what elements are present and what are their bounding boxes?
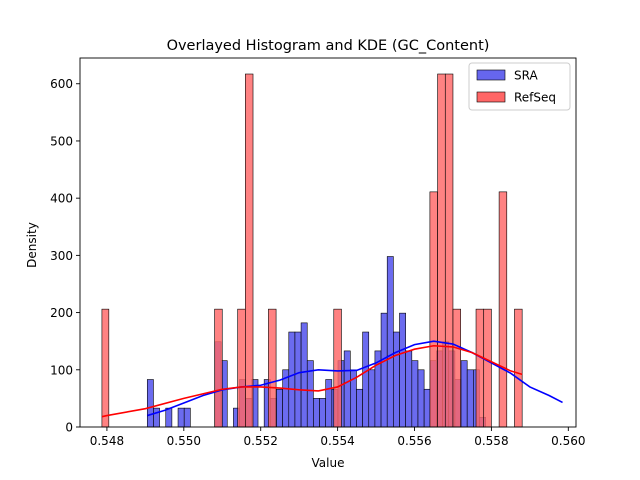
sra-bar xyxy=(460,360,468,428)
x-tick-label: 0.556 xyxy=(397,434,431,448)
sra-kde-line xyxy=(147,340,563,417)
sra-bar xyxy=(313,398,320,428)
sra-bar xyxy=(380,312,388,428)
y-tick-label: 600 xyxy=(50,77,73,91)
legend: SRA RefSeq xyxy=(468,62,571,111)
sra-bar xyxy=(319,398,326,428)
sra-bar xyxy=(325,379,333,428)
x-tick-label: 0.558 xyxy=(474,434,508,448)
x-tick-label: 0.550 xyxy=(167,434,201,448)
refseq-kde-line xyxy=(101,344,523,418)
sra-bar xyxy=(411,360,419,428)
refseq-bar xyxy=(444,73,454,428)
refseq-bar xyxy=(268,308,277,428)
sra-bar xyxy=(177,407,185,428)
sra-bar xyxy=(405,350,413,428)
refseq-bar xyxy=(429,191,438,428)
refseq-bar xyxy=(452,308,461,428)
sra-bar xyxy=(399,312,406,428)
sra-bar xyxy=(386,256,394,428)
refseq-bar xyxy=(483,308,492,428)
sra-bar xyxy=(356,388,363,428)
sra-bar xyxy=(146,379,154,428)
x-tick-label: 0.552 xyxy=(244,434,278,448)
refseq-bar xyxy=(237,308,246,428)
legend-swatch-refseq xyxy=(476,91,506,103)
chart-title: Overlayed Histogram and KDE (GC_Content) xyxy=(167,38,490,54)
legend-label-sra: SRA xyxy=(514,69,538,83)
sra-bar xyxy=(165,407,173,428)
refseq-bar xyxy=(101,308,110,428)
refseq-bar xyxy=(333,308,342,428)
sra-bar xyxy=(368,369,376,428)
sra-bar xyxy=(362,331,370,428)
y-axis-title: Density xyxy=(25,222,39,268)
y-tick-label: 400 xyxy=(50,192,73,206)
axes-frame xyxy=(79,57,577,428)
legend-swatch-sra xyxy=(476,69,506,81)
sra-bar xyxy=(153,407,160,428)
x-tick-label: 0.548 xyxy=(90,434,124,448)
refseq-bar xyxy=(498,191,508,428)
y-tick-label: 100 xyxy=(50,363,73,377)
x-tick-label: 0.560 xyxy=(551,434,585,448)
sra-bar xyxy=(294,331,302,428)
refseq-bar xyxy=(437,73,446,428)
refseq-bar xyxy=(514,308,523,428)
plot-area xyxy=(79,57,577,428)
sra-bar xyxy=(466,369,474,428)
x-axis: 0.548 0.550 0.552 0.554 0.556 0.558 0.560 xyxy=(90,427,585,448)
sra-bar xyxy=(417,369,425,428)
sra-bar xyxy=(276,388,283,428)
legend-label-refseq: RefSeq xyxy=(514,91,556,105)
refseq-bar xyxy=(475,308,485,428)
refseq-bar xyxy=(214,308,223,428)
sra-bar xyxy=(300,322,308,428)
y-tick-label: 0 xyxy=(65,421,73,435)
sra-bar xyxy=(343,350,351,428)
y-tick-label: 300 xyxy=(50,249,73,263)
sra-bar xyxy=(288,331,296,428)
sra-bar xyxy=(183,407,191,428)
refseq-bar xyxy=(245,73,254,428)
x-axis-title: Value xyxy=(312,456,345,470)
y-axis: 0 100 200 300 400 500 600 xyxy=(50,77,80,435)
sra-bar xyxy=(423,388,431,428)
y-tick-label: 500 xyxy=(50,134,73,148)
sra-bar xyxy=(393,331,400,428)
y-tick-label: 200 xyxy=(50,306,73,320)
x-tick-label: 0.554 xyxy=(320,434,354,448)
